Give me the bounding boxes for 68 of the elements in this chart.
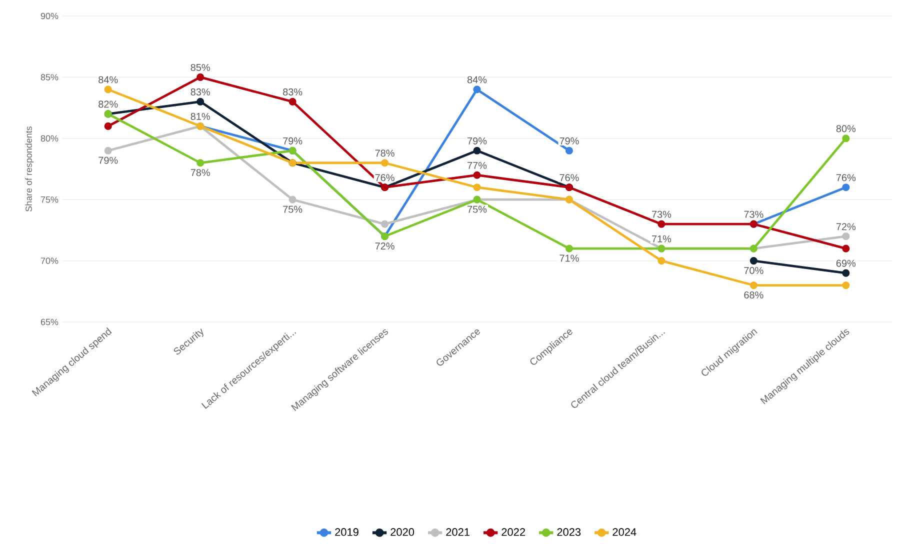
legend-label: 2020 [390,528,414,536]
point [842,244,850,252]
legend-label: 2023 [557,528,581,536]
data-label: 81% [190,112,210,120]
data-label: 76% [375,174,394,182]
point [842,269,850,277]
data-label: 75% [468,206,487,213]
point [842,232,850,240]
y-tick-label: 65% [40,318,58,326]
data-label: 85% [190,64,210,71]
data-label: 83% [190,88,210,96]
point [380,220,389,228]
data-label: 84% [98,76,118,84]
y-tick-label: 70% [40,258,58,264]
y-tick-label: 90% [40,12,58,20]
point [288,98,296,106]
data-label: 84% [467,76,487,84]
point [473,184,481,192]
data-label: 83% [283,88,302,96]
point [473,86,481,94]
point [842,184,850,192]
point [104,86,112,94]
point [473,171,481,179]
data-label: 76% [560,174,579,182]
point [750,281,758,290]
data-label: 68% [744,291,764,299]
point [196,73,204,81]
legend-label: 2022 [502,528,525,536]
data-label: 71% [560,254,579,262]
data-label: 71% [652,235,672,242]
data-label: 78% [375,150,394,157]
legend-label: 2019 [335,528,358,536]
point [842,281,850,290]
point [196,98,204,106]
data-label: 79% [98,156,118,164]
legend-label: 2021 [446,528,470,536]
data-label: 78% [190,169,210,176]
data-label: 69% [836,260,856,267]
y-axis-title: Share of respondents [25,126,34,212]
point [658,220,666,228]
data-label: 79% [560,137,579,144]
point [473,146,481,154]
data-label: 73% [744,210,764,218]
data-label: 76% [836,174,856,182]
point [565,146,574,154]
point [104,122,112,130]
point [196,159,204,167]
y-tick-label: 80% [40,135,58,142]
point [288,196,296,204]
y-tick-label: 75% [40,196,58,203]
data-label: 79% [283,137,302,144]
point [104,146,112,154]
point [380,159,389,167]
point [658,257,666,265]
legend-label: 2024 [612,528,636,536]
data-label: 80% [836,125,856,132]
data-label: 72% [375,242,394,250]
data-label: 77% [468,162,487,169]
point [842,134,850,142]
data-label: 73% [652,210,672,218]
data-label: 72% [836,223,856,230]
y-tick-label: 85% [40,74,58,80]
data-label: 75% [283,206,302,213]
data-label: 70% [744,267,764,274]
point [750,257,758,265]
data-label: 79% [468,137,487,144]
point [565,244,574,252]
data-label: 82% [98,100,118,108]
